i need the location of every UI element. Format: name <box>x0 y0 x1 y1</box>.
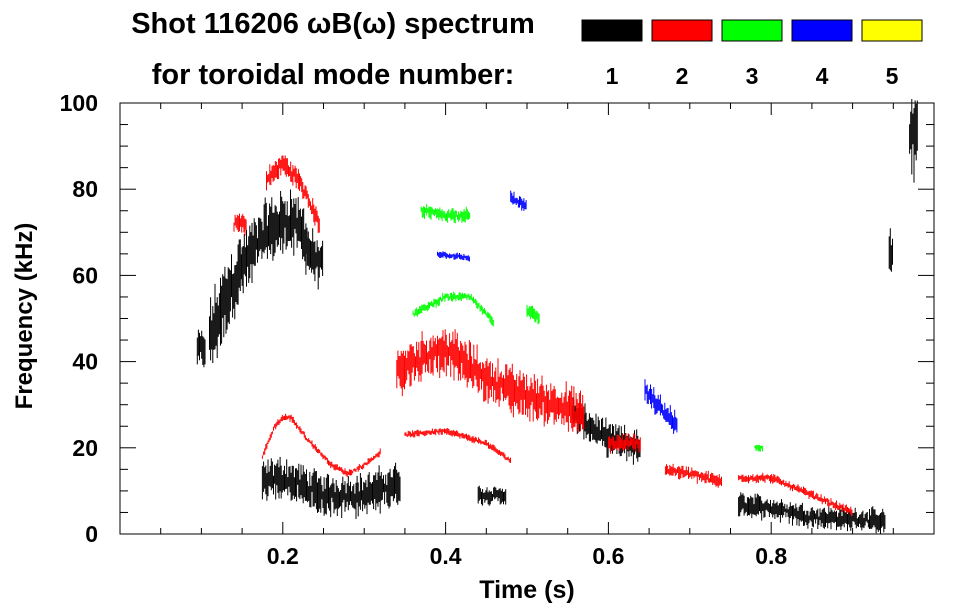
series-n=1 <box>196 99 918 534</box>
spectral-band <box>261 413 381 477</box>
spectral-band <box>888 228 893 272</box>
legend-swatch <box>861 19 923 42</box>
spectral-band <box>477 485 507 506</box>
spectral-band <box>644 379 678 434</box>
legend-swatch <box>791 19 853 42</box>
legend: 1 2 3 4 5 <box>581 19 923 89</box>
spectral-band <box>396 329 585 433</box>
legend-label: 5 <box>886 63 899 89</box>
y-tick-label: 60 <box>72 262 98 288</box>
x-axis-label: Time (s) <box>479 576 574 604</box>
spectral-band <box>404 428 511 463</box>
legend-swatch <box>721 19 783 42</box>
spectral-band <box>241 189 308 294</box>
data-layer <box>196 99 918 534</box>
spectral-band <box>412 291 494 327</box>
spectral-band <box>437 251 470 262</box>
spectral-band <box>420 204 471 224</box>
series-n=2 <box>233 155 853 516</box>
spectral-band <box>209 239 242 363</box>
spectral-band <box>261 456 401 519</box>
legend-swatch <box>581 19 643 42</box>
spectral-band <box>909 99 918 183</box>
spectral-band <box>607 433 641 454</box>
x-tick-label: 0.2 <box>267 543 299 569</box>
y-tick-label: 80 <box>72 176 98 202</box>
series-n=4 <box>437 190 678 434</box>
legend-label: 4 <box>816 63 829 89</box>
chart-title-line2: for toroidal mode number: <box>152 59 515 91</box>
legend-label: 2 <box>676 63 689 89</box>
spectral-band <box>266 155 320 233</box>
legend-label: 3 <box>746 63 759 89</box>
x-tick-label: 0.4 <box>430 543 462 569</box>
chart-title-line1: Shot 116206 ωB(ω) spectrum <box>131 8 535 40</box>
x-tick-label: 0.6 <box>592 543 624 569</box>
spectral-band <box>738 472 853 516</box>
spectral-band <box>233 213 247 236</box>
y-axis-label: Frequency (kHz) <box>11 223 38 410</box>
axes: 0.2 0.4 0.6 0.8 0 20 40 60 80 100 <box>60 90 934 569</box>
legend-swatch <box>651 19 713 42</box>
spectral-band <box>526 305 540 325</box>
y-tick-label: 100 <box>60 90 98 116</box>
spectral-band <box>664 463 722 488</box>
y-tick-label: 20 <box>72 435 98 461</box>
spectral-band <box>754 444 764 452</box>
legend-label: 1 <box>606 63 619 89</box>
spectral-band <box>196 329 206 368</box>
x-tick-label: 0.8 <box>755 543 787 569</box>
series-n=3 <box>412 204 764 452</box>
spectral-band <box>510 190 527 211</box>
y-tick-label: 0 <box>85 521 98 547</box>
spectral-band <box>738 492 886 534</box>
y-tick-label: 40 <box>72 349 98 375</box>
spectral-band <box>306 228 324 290</box>
